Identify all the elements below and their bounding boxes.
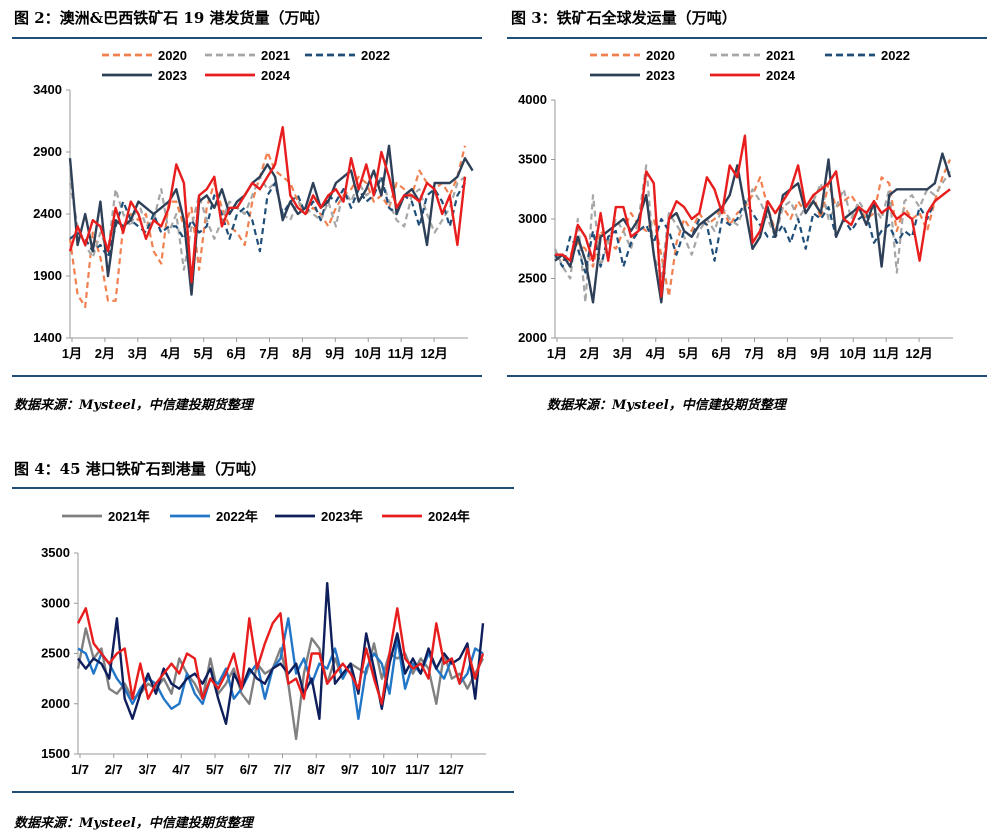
series-line-5	[68, 125, 467, 284]
series-line-4	[68, 144, 474, 296]
x-tick-label: 4月	[646, 346, 666, 361]
panel-fig2: 图 2：澳洲&巴西铁矿石 19 港发货量（万吨） 1400 1900 2400 290…	[0, 0, 490, 420]
y-tick-label: 1500	[41, 746, 70, 761]
x-tick-label: 11月	[873, 346, 900, 361]
x-tick-label: 10月	[355, 346, 382, 361]
x-tick-label: 6月	[711, 346, 731, 361]
source-note: 数据来源：Mysteel，中信建投期货整理	[547, 398, 786, 413]
bottom-rule	[12, 375, 482, 377]
legend-label: 2024	[261, 68, 291, 83]
x-tick-label: 3/7	[138, 762, 156, 777]
y-tick-label: 3500	[518, 152, 547, 167]
x-tick-label: 11/7	[405, 762, 430, 777]
bottom-rule	[12, 791, 514, 793]
legend-label: 2021	[766, 48, 795, 63]
y-tick-label: 2000	[41, 696, 70, 711]
legend-label: 2021	[261, 48, 290, 63]
chart-fig2: 1400 1900 2400 2900 3400 1月 2月 3月 4月 5月 6月 7月 8月 9月 10…	[33, 48, 474, 361]
legend-label: 2020	[158, 48, 187, 63]
y-tick-label: 2400	[33, 206, 62, 221]
y-tick-label: 3500	[41, 545, 70, 560]
series-line-1	[68, 145, 467, 309]
y-tick-label: 3000	[41, 595, 70, 610]
x-tick-label: 4/7	[172, 762, 190, 777]
x-tick-label: 1月	[62, 346, 82, 361]
series-line-1	[76, 627, 485, 741]
source-note: 数据来源：Mysteel，中信建投期货整理	[14, 816, 253, 831]
x-tick-label: 5/7	[206, 762, 224, 777]
legend-label: 2020	[646, 48, 675, 63]
chart-title: 图 3：铁矿石全球发运量（万吨）	[511, 9, 737, 27]
y-tick-label: 2500	[518, 271, 547, 286]
x-tick-label: 7/7	[273, 762, 291, 777]
x-tick-label: 8月	[292, 346, 312, 361]
y-tick-label: 2500	[41, 646, 70, 661]
y-tick-label: 1900	[33, 268, 62, 283]
y-tick-label: 3000	[518, 211, 547, 226]
series-line-4	[554, 152, 952, 304]
panel-fig4: 图 4：45 港口铁矿石到港量（万吨） 1500 2000 2500 3000 3500…	[0, 450, 520, 834]
title-rule	[507, 37, 987, 39]
y-tick-label: 2900	[33, 144, 62, 159]
chart-title: 图 4：45 港口铁矿石到港量（万吨）	[14, 460, 266, 478]
x-tick-label: 6月	[226, 346, 246, 361]
panel-fig3: 图 3：铁矿石全球发运量（万吨） 2000 2500 3000 3500 4000 1月 2…	[505, 0, 997, 420]
legend-label: 2024	[766, 68, 796, 83]
x-tick-label: 9月	[810, 346, 830, 361]
legend-label: 2023	[158, 68, 187, 83]
x-tick-label: 2月	[95, 346, 115, 361]
legend-label: 2022	[361, 48, 390, 63]
series-line-2	[553, 164, 951, 304]
x-tick-label: 4月	[161, 346, 181, 361]
series-line-3	[69, 175, 466, 259]
x-tick-label: 8/7	[307, 762, 325, 777]
y-tick-label: 2000	[518, 330, 547, 345]
series-line-4	[76, 607, 485, 706]
x-tick-label: 3月	[613, 346, 633, 361]
x-tick-label: 7月	[744, 346, 764, 361]
x-tick-label: 5月	[194, 346, 214, 361]
y-tick-label: 3400	[33, 82, 62, 97]
x-tick-label: 12月	[905, 346, 932, 361]
x-tick-label: 10月	[840, 346, 867, 361]
legend-label: 2022年	[216, 509, 258, 524]
x-tick-label: 1/7	[71, 762, 89, 777]
source-note: 数据来源：Mysteel，中信建投期货整理	[14, 398, 253, 413]
x-tick-label: 9/7	[341, 762, 359, 777]
x-tick-label: 12月	[420, 346, 447, 361]
chart-fig4: 1500 2000 2500 3000 3500 1/7 2/7 3/7 4/7 5/7 6/7 7/…	[41, 509, 486, 777]
x-tick-label: 5月	[679, 346, 699, 361]
title-rule	[12, 37, 482, 39]
x-tick-label: 9月	[325, 346, 345, 361]
series-line-2	[68, 175, 466, 271]
series-line-3	[77, 581, 485, 726]
x-tick-label: 3月	[128, 346, 148, 361]
x-tick-label: 6/7	[240, 762, 258, 777]
legend-label: 2021年	[108, 509, 150, 524]
x-tick-label: 11月	[388, 346, 415, 361]
x-tick-label: 1月	[547, 346, 567, 361]
legend-label: 2022	[881, 48, 910, 63]
chart-title: 图 2：澳洲&巴西铁矿石 19 港发货量（万吨）	[14, 9, 330, 27]
y-tick-label: 1400	[33, 330, 62, 345]
x-tick-label: 10/7	[371, 762, 396, 777]
legend-label: 2023	[646, 68, 675, 83]
chart-fig3: 2000 2500 3000 3500 4000 1月 2月 3月 4月 5月 6月 7月 8月 9月 10…	[518, 48, 953, 361]
legend-label: 2023年	[321, 509, 363, 524]
y-tick-label: 4000	[518, 92, 547, 107]
x-tick-label: 2月	[580, 346, 600, 361]
x-tick-label: 8月	[777, 346, 797, 361]
legend-label: 2024年	[428, 509, 470, 524]
x-tick-label: 12/7	[439, 762, 464, 777]
series-line-5	[555, 134, 951, 298]
series-line-1	[554, 159, 952, 298]
x-tick-label: 2/7	[105, 762, 123, 777]
title-rule	[12, 487, 514, 489]
x-tick-label: 7月	[259, 346, 279, 361]
bottom-rule	[507, 375, 987, 377]
